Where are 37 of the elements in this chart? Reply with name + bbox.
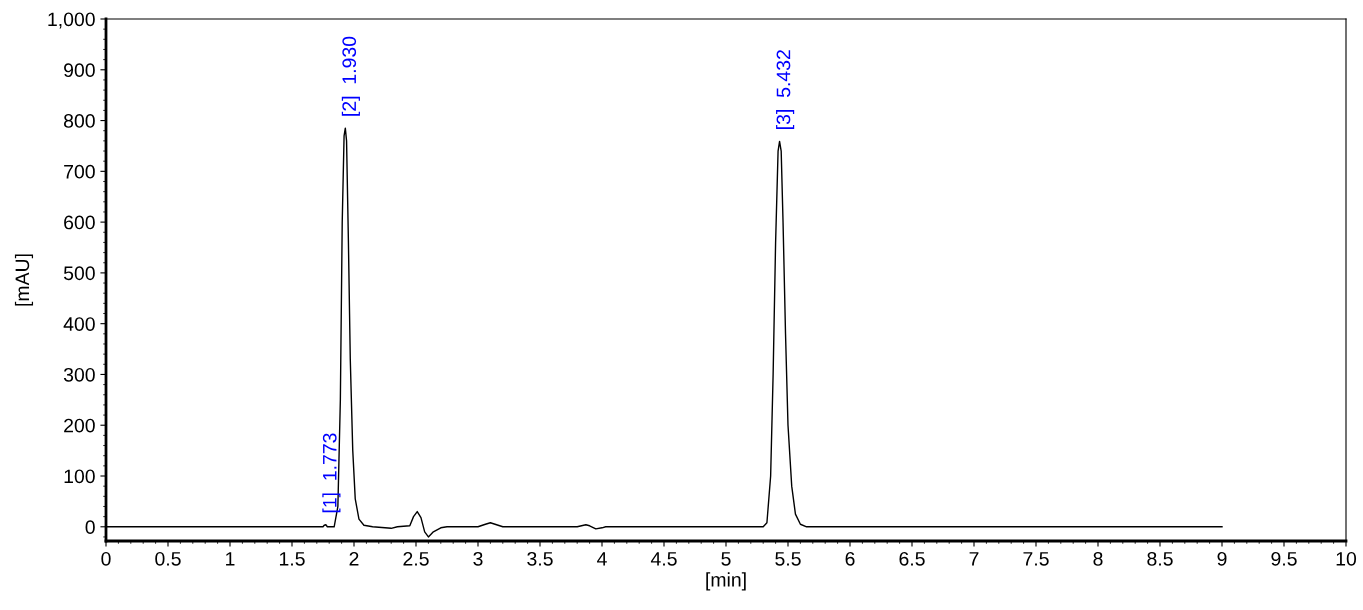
y-tick-label: 400: [63, 317, 95, 331]
x-tick-label: 0: [101, 551, 111, 566]
y-tick-label: 200: [64, 418, 95, 433]
x-tick-label: 0.5: [155, 551, 181, 566]
x-tick-label: 3: [473, 551, 483, 566]
y-tick-label: 300: [63, 367, 95, 382]
annotation: [2] 1.930: [341, 36, 360, 116]
annotation: [1] 1.773: [322, 433, 341, 513]
x-tick-label: 6: [845, 551, 855, 566]
x-tick-label: 7.5: [1023, 552, 1049, 566]
y-tick-label: 600: [64, 215, 95, 230]
x-tick-label: 4: [597, 552, 607, 566]
x-tick-label: 7: [969, 552, 979, 566]
y-tick-label: 0: [85, 520, 95, 535]
x-tick-label: 10: [1336, 551, 1357, 566]
x-tick-label: 9: [1217, 551, 1227, 566]
x-tick-label: 5: [721, 552, 731, 566]
x-tick-label: 3.5: [527, 551, 553, 566]
x-tick-label: 6.5: [899, 551, 925, 566]
annotation: [3] 5.432: [776, 50, 795, 129]
y-axis-title: [mAU]: [14, 254, 34, 306]
x-tick-label: 8: [1093, 551, 1103, 566]
y-tick-label: 500: [63, 266, 95, 281]
x-tick-label: 4.5: [650, 552, 677, 566]
y-tick-label: 800: [63, 114, 95, 128]
x-tick-label: 1: [226, 552, 235, 566]
x-tick-label: 1.5: [279, 552, 305, 566]
x-tick-label: 8.5: [1147, 551, 1173, 566]
y-tick-label: 100: [64, 469, 95, 484]
y-tick-label: 900: [64, 63, 95, 78]
x-axis-title: [min]: [706, 572, 746, 591]
x-tick-label: 5.5: [775, 552, 801, 566]
x-tick-label: 9.5: [1271, 551, 1297, 566]
y-tick-label: 700: [64, 164, 95, 179]
y-tick-label: 1,000: [48, 12, 95, 29]
x-tick-label: 2: [349, 551, 359, 566]
x-tick-label: 2.5: [403, 551, 429, 566]
